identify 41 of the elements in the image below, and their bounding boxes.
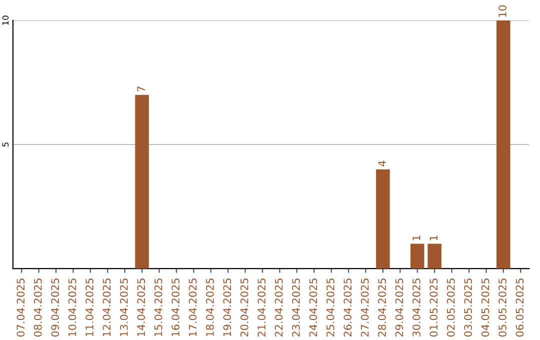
x-tick-label: 20.04.2025 (240, 278, 248, 337)
data-label: 7 (137, 86, 145, 92)
y-tick-label: 5 (2, 142, 9, 147)
x-tick-label: 17.04.2025 (188, 278, 197, 336)
x-tick-label: 07.04.2025 (16, 278, 25, 337)
x-tick-label: 08.04.2025 (34, 278, 42, 337)
data-label: 4 (378, 160, 386, 166)
x-tick-label: 26.04.2025 (344, 278, 352, 337)
data-label: 1 (430, 236, 438, 240)
x-tick-label: 29.04.2025 (395, 278, 404, 337)
x-tick-label: 13.04.2025 (120, 278, 128, 336)
x-tick-label: 28.04.2025 (378, 278, 386, 337)
x-tick-label: 18.04.2025 (206, 278, 214, 336)
x-tick-label: 06.05.2025 (516, 278, 524, 337)
x-tick-label: 16.04.2025 (172, 278, 180, 336)
x-tick-label: 19.04.2025 (223, 278, 232, 336)
bar (428, 244, 442, 269)
x-tick-label: 22.04.2025 (274, 278, 283, 337)
x-tick-label: 04.05.2025 (481, 278, 490, 337)
x-tick-label: 01.05.2025 (430, 278, 438, 337)
x-tick-label: 05.05.2025 (498, 278, 506, 337)
data-label: 10 (498, 5, 506, 17)
bar (376, 169, 390, 269)
x-tick-label: 15.04.2025 (154, 278, 162, 336)
bar (410, 244, 424, 269)
x-tick-label: 25.04.2025 (326, 278, 334, 337)
data-label: 1 (412, 236, 420, 240)
x-tick-label: 09.04.2025 (51, 278, 59, 337)
x-tick-label: 23.04.2025 (292, 278, 300, 337)
x-tick-label: 10.04.2025 (68, 278, 76, 336)
x-tick-label: 12.04.2025 (102, 278, 111, 336)
x-tick-label: 11.04.2025 (86, 278, 94, 336)
x-tick-label: 27.04.2025 (360, 278, 369, 337)
bar (496, 20, 510, 269)
x-tick-label: 21.04.2025 (258, 278, 266, 337)
x-tick-label: 30.04.2025 (412, 278, 420, 336)
x-tick-label: 14.04.2025 (137, 278, 146, 336)
bar (135, 94, 149, 269)
x-tick-label: 24.04.2025 (309, 278, 318, 337)
x-tick-label: 02.05.2025 (446, 278, 455, 337)
x-tick-label: 03.05.2025 (464, 278, 472, 337)
